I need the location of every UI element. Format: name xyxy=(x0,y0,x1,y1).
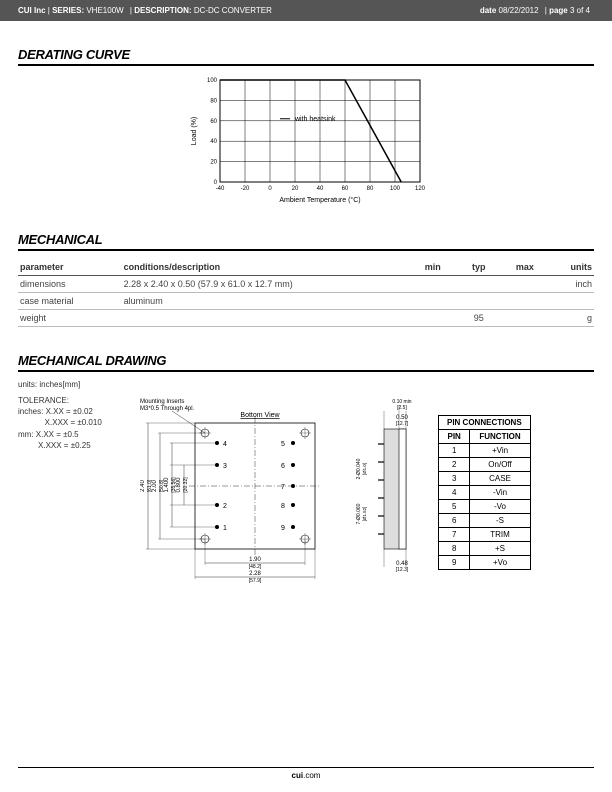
svg-text:-40: -40 xyxy=(216,186,225,192)
svg-text:60: 60 xyxy=(210,119,217,125)
svg-text:20: 20 xyxy=(292,186,299,192)
table-row: 1+Vin xyxy=(439,444,531,458)
footer-brand: cui xyxy=(292,771,304,780)
svg-text:M3*0.5 Through 4pl.: M3*0.5 Through 4pl. xyxy=(140,406,195,412)
svg-text:[12.7]: [12.7] xyxy=(396,421,409,427)
tol-line: X.XXX = ±0.010 xyxy=(18,417,128,428)
mech-col: units xyxy=(548,259,594,276)
page-label: page xyxy=(549,6,568,15)
svg-text:7: 7 xyxy=(281,484,285,491)
svg-text:20: 20 xyxy=(210,160,217,166)
header-right: date 08/22/2012 | page 3 of 4 xyxy=(480,6,594,15)
svg-text:40: 40 xyxy=(317,186,324,192)
series: VHE100W xyxy=(86,6,123,15)
series-label: SERIES: xyxy=(52,6,84,15)
mechanical-drawing-side: 0.10 min[2.5]0.50[12.7]2-Ø0.040[Ø1.0]7-Ø… xyxy=(352,395,422,595)
table-row: weight95g xyxy=(18,310,594,327)
svg-text:Mounting Inserts: Mounting Inserts xyxy=(140,399,184,405)
table-row: 6-S xyxy=(439,514,531,528)
derating-svg: -40-20020406080100120020406080100with he… xyxy=(186,74,426,206)
svg-text:2.40: 2.40 xyxy=(140,480,146,492)
tolerance-block: TOLERANCE: inches: X.XX = ±0.02 X.XXX = … xyxy=(18,395,128,451)
svg-text:Load (%): Load (%) xyxy=(191,117,198,145)
mech-col: typ xyxy=(456,259,502,276)
svg-text:[57.9]: [57.9] xyxy=(249,578,262,584)
tol-line: mm: X.XX = ±0.5 xyxy=(18,429,128,440)
svg-text:80: 80 xyxy=(210,98,217,104)
pin-connections-table: PIN CONNECTIONS PINFUNCTION 1+Vin2On/Off… xyxy=(438,415,531,570)
svg-text:6: 6 xyxy=(281,463,285,470)
svg-text:Bottom View: Bottom View xyxy=(240,412,280,419)
svg-text:[12.3]: [12.3] xyxy=(396,567,409,573)
desc: DC-DC CONVERTER xyxy=(194,6,272,15)
section-mechanical: MECHANICAL xyxy=(18,232,594,251)
svg-text:5: 5 xyxy=(281,441,285,448)
derating-chart: -40-20020406080100120020406080100with he… xyxy=(18,74,594,206)
svg-text:2.00: 2.00 xyxy=(152,480,158,492)
svg-text:1: 1 xyxy=(223,525,227,532)
svg-text:0.800: 0.800 xyxy=(176,477,182,493)
section-derating: DERATING CURVE xyxy=(18,47,594,66)
svg-text:100: 100 xyxy=(207,78,218,84)
svg-text:1.90: 1.90 xyxy=(249,557,261,563)
mech-col: min xyxy=(410,259,456,276)
units-note: units: inches[mm] xyxy=(18,380,594,389)
table-row: 8+S xyxy=(439,542,531,556)
table-row: 5-Vo xyxy=(439,500,531,514)
mech-col: max xyxy=(502,259,548,276)
svg-text:60: 60 xyxy=(342,186,349,192)
svg-text:1.400: 1.400 xyxy=(164,477,170,493)
svg-text:3: 3 xyxy=(223,463,227,470)
svg-text:8: 8 xyxy=(281,503,285,510)
footer-domain: .com xyxy=(303,771,320,780)
table-row: case materialaluminum xyxy=(18,293,594,310)
pin-table-title: PIN CONNECTIONS xyxy=(439,416,531,430)
svg-text:0: 0 xyxy=(268,186,272,192)
svg-text:Ambient Temperature (°C): Ambient Temperature (°C) xyxy=(279,196,360,204)
svg-text:120: 120 xyxy=(415,186,426,192)
tol-line: X.XXX = ±0.25 xyxy=(18,440,128,451)
table-row: 2On/Off xyxy=(439,458,531,472)
mechanical-drawing-main: Mounting InsertsM3*0.5 Through 4pl. Botto… xyxy=(140,395,340,595)
tol-title: TOLERANCE: xyxy=(18,395,128,406)
header-left: CUI Inc | SERIES: VHE100W | DESCRIPTION:… xyxy=(18,6,276,15)
svg-text:[Ø1.0]: [Ø1.0] xyxy=(362,463,367,475)
svg-text:4: 4 xyxy=(223,441,227,448)
table-row: 9+Vo xyxy=(439,556,531,570)
mechanical-table: parameterconditions/descriptionmintypmax… xyxy=(18,259,594,327)
svg-text:[2.5]: [2.5] xyxy=(397,405,407,411)
svg-text:[20.32]: [20.32] xyxy=(183,477,189,493)
tol-line: inches: X.XX = ±0.02 xyxy=(18,406,128,417)
svg-text:with heatsink: with heatsink xyxy=(294,116,336,123)
page-footer: cui.com xyxy=(18,767,594,780)
table-row: dimensions2.28 x 2.40 x 0.50 (57.9 x 61.… xyxy=(18,276,594,293)
svg-text:2.28: 2.28 xyxy=(249,571,261,577)
date: 08/22/2012 xyxy=(499,6,539,15)
svg-text:9: 9 xyxy=(281,525,285,532)
svg-text:-20: -20 xyxy=(241,186,250,192)
svg-text:[48.2]: [48.2] xyxy=(249,564,262,570)
svg-text:40: 40 xyxy=(210,139,217,145)
table-row: 3CASE xyxy=(439,472,531,486)
table-row: 7TRIM xyxy=(439,528,531,542)
svg-text:[Ø1.52]: [Ø1.52] xyxy=(362,507,367,522)
mech-col: conditions/description xyxy=(122,259,410,276)
desc-label: DESCRIPTION: xyxy=(134,6,191,15)
page-header: CUI Inc | SERIES: VHE100W | DESCRIPTION:… xyxy=(0,0,612,21)
company: CUI Inc xyxy=(18,6,46,15)
table-row: 4-Vin xyxy=(439,486,531,500)
date-label: date xyxy=(480,6,496,15)
page-num: 3 of 4 xyxy=(570,6,590,15)
svg-text:100: 100 xyxy=(390,186,401,192)
svg-text:2: 2 xyxy=(223,503,227,510)
svg-text:80: 80 xyxy=(367,186,374,192)
mech-col: parameter xyxy=(18,259,122,276)
section-drawing: MECHANICAL DRAWING xyxy=(18,353,594,372)
